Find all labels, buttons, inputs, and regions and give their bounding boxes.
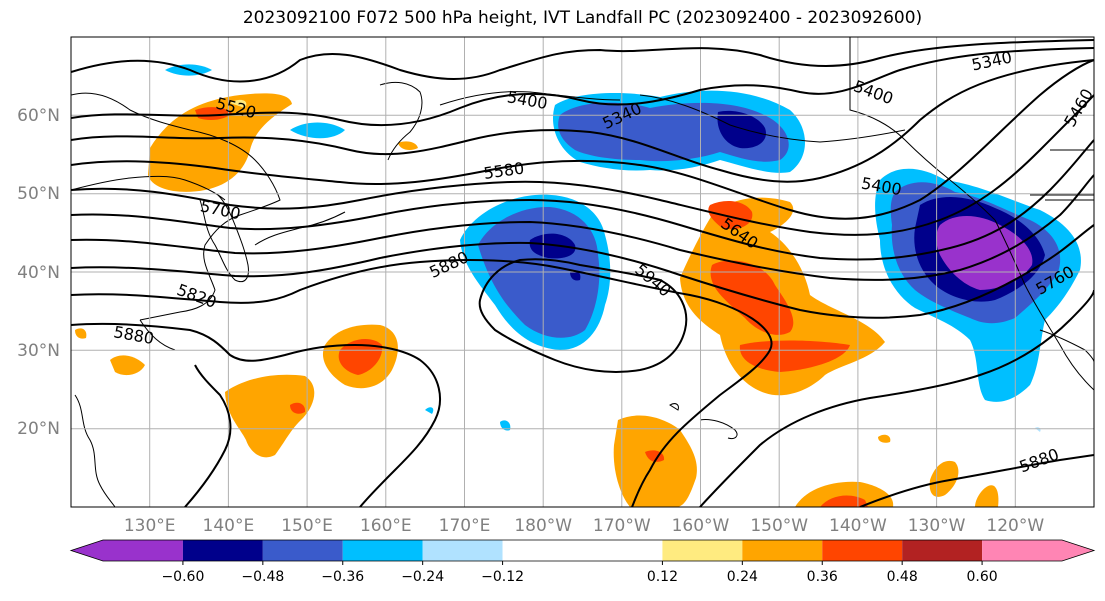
lat-label-30n: 30°N	[17, 341, 60, 361]
graticule	[71, 37, 1094, 507]
colorbar-tick-label-2: −0.36	[321, 569, 364, 585]
colorbar-box-3	[342, 540, 423, 561]
colorbar: −0.60 −0.48 −0.36 −0.24 −0.12 0.12 0.24 0.36 0.4…	[69, 539, 1096, 585]
height-contours	[71, 39, 1094, 507]
colorbar-box-2	[262, 540, 343, 561]
map-plot-area: 5520 5400 53405400534054605580540057005640…	[71, 37, 1094, 507]
lon-label-160e: 160°E	[360, 516, 412, 536]
colorbar-box-7	[742, 540, 823, 561]
lon-label-130w: 130°W	[908, 516, 966, 536]
colorbar-tick-label-6: 0.24	[727, 569, 758, 585]
colorbar-box-10	[982, 540, 1062, 561]
colorbar-box-5	[502, 540, 663, 561]
colorbar-box-8	[822, 540, 903, 561]
lat-label-20n: 20°N	[17, 419, 60, 439]
lon-label-160w: 160°W	[672, 516, 730, 536]
lat-label-40n: 40°N	[17, 263, 60, 283]
lon-label-180w: 180°W	[514, 516, 572, 536]
map-title: 2023092100 F072 500 hPa height, IVT Land…	[242, 8, 923, 28]
lon-label-150e: 150°E	[281, 516, 333, 536]
colorbar-box-4	[422, 540, 503, 561]
colorbar-box-1	[182, 540, 263, 561]
colorbar-box-9	[902, 540, 983, 561]
lon-label-150w: 150°W	[750, 516, 808, 536]
colorbar-tick-label-3: −0.24	[401, 569, 444, 585]
plot-frame	[70, 36, 1095, 508]
lon-label-170w: 170°W	[593, 516, 651, 536]
longitude-labels: 130°E 140°E 150°E 160°E 170°E 180°W 170°…	[124, 516, 1045, 536]
lon-label-140w: 140°W	[829, 516, 887, 536]
colorbar-extend-low	[71, 540, 103, 561]
colorbar-box-6	[662, 540, 743, 561]
colorbar-tick-label-5: 0.12	[647, 569, 678, 585]
lon-label-170e: 170°E	[439, 516, 491, 536]
colorbar-tick-label-7: 0.36	[807, 569, 838, 585]
coastlines	[71, 37, 1094, 507]
colorbar-tick-label-0: −0.60	[161, 569, 204, 585]
lon-label-120w: 120°W	[986, 516, 1044, 536]
lon-label-130e: 130°E	[124, 516, 176, 536]
colorbar-outline	[69, 539, 1096, 562]
colorbar-tick-label-8: 0.48	[887, 569, 918, 585]
colorbar-box-0	[103, 540, 183, 561]
lat-label-50n: 50°N	[17, 184, 60, 204]
colorbar-tick-label-1: −0.48	[241, 569, 284, 585]
colorbar-tick-label-4: −0.12	[481, 569, 524, 585]
latitude-labels: 20°N 30°N 40°N 50°N 60°N	[17, 106, 60, 439]
lon-label-140e: 140°E	[203, 516, 255, 536]
lat-label-60n: 60°N	[17, 106, 60, 126]
colorbar-extend-high	[1062, 540, 1094, 561]
colorbar-tick-label-9: 0.60	[966, 569, 997, 585]
